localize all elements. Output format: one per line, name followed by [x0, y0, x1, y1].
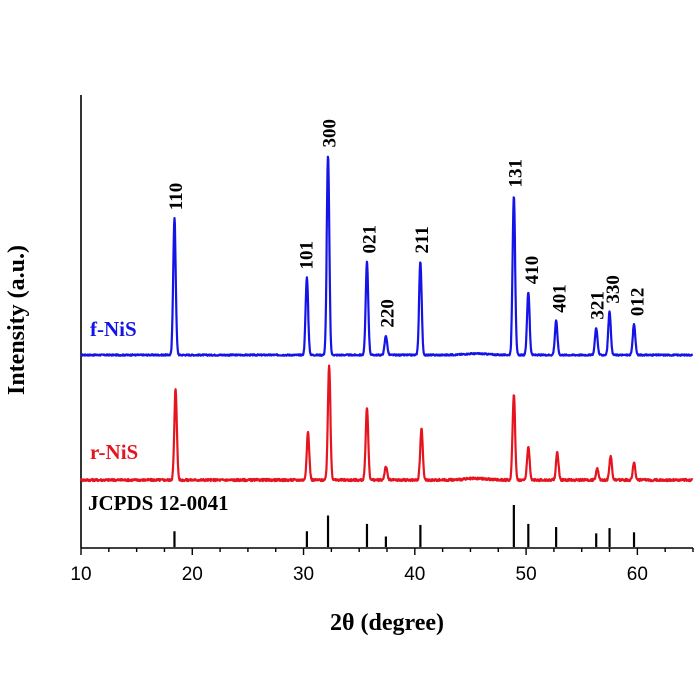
x-tick-label: 30 — [293, 564, 314, 585]
x-tick-label: 10 — [70, 564, 91, 585]
reference-label: JCPDS 12-0041 — [88, 491, 229, 515]
x-axis-label: 2θ (degree) — [330, 610, 444, 636]
peak-label: 300 — [320, 119, 341, 148]
peak-label: 401 — [550, 284, 571, 313]
y-axis-label: Intensity (a.u.) — [4, 245, 30, 395]
peak-label: 110 — [166, 183, 187, 210]
x-tick-label: 40 — [404, 564, 425, 585]
series-line-f-nis — [80, 155, 694, 357]
series-line-r-nis — [79, 364, 694, 483]
peak-label: 101 — [296, 241, 317, 270]
series-lines — [79, 155, 694, 483]
x-axis-ticks: 10 20 30 40 50 60 — [70, 548, 694, 585]
peak-label: 330 — [603, 275, 624, 304]
peak-label: 021 — [360, 225, 381, 254]
series-label-f-nis: f-NiS — [90, 317, 137, 341]
peak-label: 321 — [588, 291, 609, 320]
peak-label: 220 — [377, 299, 398, 328]
peak-label: 410 — [522, 256, 543, 285]
x-tick-label: 20 — [182, 564, 203, 585]
reference-lines — [173, 505, 636, 547]
peak-label: 012 — [628, 288, 649, 317]
peak-label: 131 — [505, 159, 526, 188]
x-tick-label: 60 — [627, 564, 648, 585]
peak-label: 211 — [412, 226, 433, 253]
x-tick-label: 50 — [516, 564, 537, 585]
series-label-r-nis: r-NiS — [90, 440, 138, 464]
